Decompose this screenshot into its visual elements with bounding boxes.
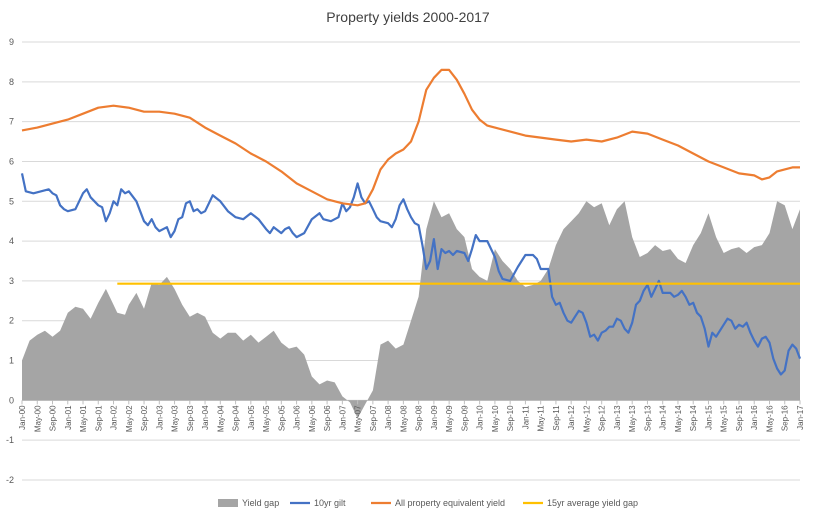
y-tick-label: 2 xyxy=(9,316,14,326)
x-tick-label: May-12 xyxy=(582,405,591,432)
y-tick-label: 1 xyxy=(9,356,14,366)
x-tick-label: May-03 xyxy=(170,405,179,432)
legend-label: Yield gap xyxy=(242,498,279,508)
y-tick-label: -1 xyxy=(6,435,14,445)
x-tick-label: Jan-04 xyxy=(201,405,210,430)
y-tick-label: 4 xyxy=(9,236,14,246)
x-tick-label: Sep-12 xyxy=(598,405,607,431)
x-tick-label: Sep-08 xyxy=(415,405,424,431)
x-tick-label: May-06 xyxy=(308,405,317,432)
x-tick-label: Sep-14 xyxy=(689,405,698,431)
x-tick-label: Jan-10 xyxy=(476,405,485,430)
x-tick-label: Jan-00 xyxy=(18,405,27,430)
x-tick-label: Jan-13 xyxy=(613,405,622,430)
y-tick-label: 3 xyxy=(9,276,14,286)
x-tick-label: Sep-06 xyxy=(323,405,332,431)
y-tick-label: 5 xyxy=(9,196,14,206)
y-tick-label: -2 xyxy=(6,475,14,485)
x-tick-label: Jan-14 xyxy=(659,405,668,430)
x-tick-label: Jan-15 xyxy=(704,405,713,430)
x-tick-label: Jan-01 xyxy=(64,405,73,430)
x-tick-label: Sep-15 xyxy=(735,405,744,431)
legend-label: All property equivalent yield xyxy=(395,498,505,508)
x-tick-label: Jan-03 xyxy=(155,405,164,430)
y-tick-label: 8 xyxy=(9,77,14,87)
y-tick-label: 0 xyxy=(9,395,14,405)
x-tick-label: May-11 xyxy=(537,405,546,432)
10yr-gilt-line xyxy=(20,173,802,376)
area-series-layer xyxy=(22,201,800,419)
x-tick-label: Sep-00 xyxy=(48,405,57,431)
x-tick-label: Sep-01 xyxy=(94,405,103,431)
x-tick-label: Jan-02 xyxy=(109,405,118,430)
legend-label: 10yr gilt xyxy=(314,498,346,508)
x-tick-label: Jan-08 xyxy=(384,405,393,430)
x-tick-label: Sep-13 xyxy=(643,405,652,431)
x-tick-label: Jan-16 xyxy=(750,405,759,430)
legend-swatch xyxy=(218,499,238,507)
x-tick-label: May-05 xyxy=(262,405,271,432)
x-tick-label: Jan-11 xyxy=(521,405,530,429)
x-tick-label: Jan-07 xyxy=(338,405,347,430)
x-tick-label: May-02 xyxy=(125,405,134,432)
all-property-equivalent-yield-line xyxy=(21,68,800,207)
x-tick-label: Sep-16 xyxy=(781,405,790,431)
x-tick-label: May-08 xyxy=(399,405,408,432)
x-tick-label: May-10 xyxy=(491,405,500,432)
x-tick-label: May-15 xyxy=(720,405,729,432)
x-tick-label: Jan-05 xyxy=(247,405,256,430)
x-tick-label: Sep-11 xyxy=(552,405,561,431)
x-tick-label: Sep-03 xyxy=(186,405,195,431)
x-tick-label: Sep-05 xyxy=(277,405,286,431)
x-tick-label: May-09 xyxy=(445,405,454,432)
legend-label: 15yr average yield gap xyxy=(547,498,638,508)
x-tick-label: Jan-12 xyxy=(567,405,576,430)
y-axis: -2 -1 0 1 2 3 4 5 6 7 8 9 xyxy=(6,37,14,485)
x-tick-label: May-07 xyxy=(354,405,363,432)
x-tick-label: May-13 xyxy=(628,405,637,432)
y-tick-label: 6 xyxy=(9,156,14,166)
x-tick-label: May-04 xyxy=(216,405,225,432)
x-tick-label: May-16 xyxy=(765,405,774,432)
line-series-layer xyxy=(20,68,802,376)
x-tick-label: Sep-04 xyxy=(232,405,241,431)
x-tick-label: Jan-09 xyxy=(430,405,439,430)
y-tick-label: 9 xyxy=(9,37,14,47)
y-tick-label: 7 xyxy=(9,117,14,127)
yield-gap-area xyxy=(22,201,800,419)
legend: Yield gap 10yr gilt All property equivalen… xyxy=(218,498,638,508)
x-tick-label: May-14 xyxy=(674,405,683,432)
x-tick-label: Sep-09 xyxy=(460,405,469,431)
x-axis: Jan-00 May-00 Sep-00 Jan-01 May-01 Sep-01 Jan-… xyxy=(18,400,805,432)
x-tick-label: Jan-17 xyxy=(796,405,805,430)
gridlines xyxy=(22,41,800,481)
x-tick-label: Sep-10 xyxy=(506,405,515,431)
x-tick-label: May-01 xyxy=(79,405,88,432)
x-tick-label: Jan-06 xyxy=(293,405,302,430)
x-tick-label: Sep-07 xyxy=(369,405,378,431)
x-tick-label: May-00 xyxy=(33,405,42,432)
x-tick-label: Sep-02 xyxy=(140,405,149,431)
chart-title: Property yields 2000-2017 xyxy=(326,9,490,25)
